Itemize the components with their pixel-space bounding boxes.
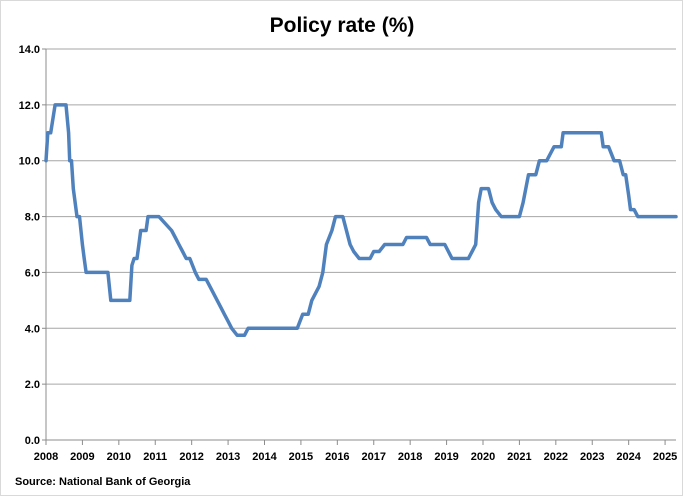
- chart-title: Policy rate (%): [270, 14, 415, 37]
- x-tick-label: 2018: [398, 451, 422, 463]
- y-tick-label: 2.0: [25, 379, 40, 391]
- x-tick-label: 2008: [34, 451, 58, 463]
- x-tick-label: 2010: [107, 451, 131, 463]
- x-tick-label: 2019: [434, 451, 458, 463]
- x-tick-label: 2024: [616, 451, 641, 463]
- y-tick-label: 10.0: [19, 156, 40, 168]
- y-axis-ticks: 0.0 2.0 4.0 6.0 8.0 10.0 12.0 14.0: [19, 44, 46, 447]
- axes: [45, 49, 676, 441]
- x-axis-ticks: 2008 2009 2010 2011 2012 2013 2014 2015 2016 2017…: [34, 440, 677, 463]
- x-tick-label: 2014: [252, 451, 277, 463]
- y-tick-label: 12.0: [19, 100, 40, 112]
- x-tick-label: 2023: [580, 451, 604, 463]
- x-tick-label: 2012: [179, 451, 203, 463]
- x-tick-label: 2013: [216, 451, 240, 463]
- y-tick-label: 4.0: [25, 323, 40, 335]
- y-tick-label: 14.0: [19, 44, 40, 56]
- x-tick-label: 2016: [325, 451, 349, 463]
- x-tick-label: 2009: [70, 451, 94, 463]
- gridlines: [46, 48, 676, 385]
- x-tick-label: 2020: [471, 451, 495, 463]
- policy-rate-line: [44, 103, 678, 338]
- x-tick-label: 2011: [143, 451, 167, 463]
- y-tick-label: 8.0: [25, 212, 40, 224]
- source-note: Source: National Bank of Georgia: [15, 476, 191, 488]
- x-tick-label: 2025: [653, 451, 677, 463]
- y-tick-label: 0.0: [25, 435, 40, 447]
- x-tick-label: 2022: [544, 451, 568, 463]
- x-tick-label: 2017: [362, 451, 386, 463]
- y-tick-label: 6.0: [25, 267, 40, 279]
- x-tick-label: 2021: [507, 451, 531, 463]
- x-tick-label: 2015: [289, 451, 313, 463]
